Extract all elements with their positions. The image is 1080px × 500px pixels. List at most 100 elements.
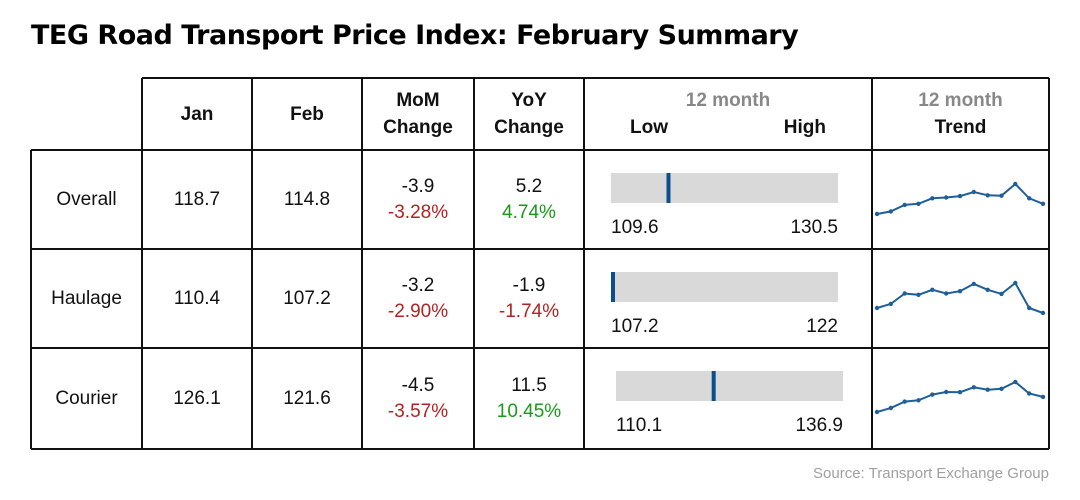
trend-point <box>1027 305 1032 311</box>
yoy-change: -1.9 -1.74% <box>474 249 584 348</box>
feb-value: 114.8 <box>252 150 362 249</box>
header-range-low-high: Low High <box>630 114 826 141</box>
header-jan-label: Jan <box>180 103 214 125</box>
trend-point <box>1040 394 1046 400</box>
trend-point <box>930 392 935 397</box>
row-label: Overall <box>56 188 117 210</box>
range-low-label: 109.6 <box>611 217 659 238</box>
trend-point <box>999 291 1004 297</box>
header-feb-label: Feb <box>290 103 324 125</box>
yoy-pct: 4.74% <box>502 201 556 223</box>
trend-point <box>902 291 907 296</box>
trend-point <box>985 287 990 292</box>
mom-pct: -3.28% <box>387 201 449 223</box>
feb-value: 107.2 <box>252 249 362 348</box>
header-mom-line2: Change <box>383 117 453 138</box>
mom-pct: -2.90% <box>387 300 449 322</box>
range-high-label: 136.9 <box>795 415 843 436</box>
yoy-abs: 11.5 <box>511 374 547 396</box>
trend-point <box>888 301 893 307</box>
trend-point <box>971 189 976 195</box>
header-mom-line1: MoM <box>396 90 440 111</box>
jan-value-text: 126.1 <box>173 387 221 409</box>
header-trend-bottom: Trend <box>934 117 987 138</box>
range-high-label: 130.5 <box>790 217 838 238</box>
row-label: Haulage <box>51 287 122 309</box>
trend-point <box>888 405 893 411</box>
feb-value: 121.6 <box>252 348 362 449</box>
trend-point <box>999 386 1004 391</box>
trend-point <box>971 281 976 287</box>
yoy-abs: 5.2 <box>515 175 543 197</box>
yoy-change: 11.5 10.45% <box>474 348 584 449</box>
jan-value-text: 118.7 <box>173 188 221 210</box>
mom-change: -3.2 -2.90% <box>362 249 474 348</box>
trend-line <box>876 182 1044 215</box>
trend-point <box>874 409 880 415</box>
trend-point <box>944 291 949 296</box>
current-marker <box>711 371 716 401</box>
trend-point <box>902 399 907 404</box>
trend-point <box>957 390 963 395</box>
jan-value: 110.4 <box>142 249 252 348</box>
trend-point <box>874 305 880 311</box>
header-range: 12 month Low High <box>584 78 872 150</box>
current-marker <box>611 272 615 302</box>
trend-point <box>985 193 990 198</box>
yoy-abs: -1.9 <box>512 274 546 296</box>
trend-line <box>876 380 1044 413</box>
source-note: Source: Transport Exchange Group <box>813 465 1049 482</box>
trend-point <box>971 385 976 390</box>
current-marker <box>666 173 671 203</box>
feb-value-text: 121.6 <box>283 387 331 409</box>
chart-title: TEG Road Transport Price Index: February… <box>31 20 799 51</box>
trend-point <box>1040 201 1046 206</box>
mom-abs: -4.5 <box>401 374 435 396</box>
trend-point <box>916 201 921 206</box>
feb-value-text: 114.8 <box>283 188 331 210</box>
mom-change: -3.9 -3.28% <box>362 150 474 249</box>
yoy-change: 5.2 4.74% <box>474 150 584 249</box>
trend-point <box>874 211 880 217</box>
range-low-label: 107.2 <box>611 316 659 337</box>
range-bar <box>611 272 838 302</box>
header-trend: 12 month Trend <box>872 78 1049 150</box>
mom-pct: -3.57% <box>387 400 449 422</box>
mom-change: -4.5 -3.57% <box>362 348 474 449</box>
jan-value: 126.1 <box>142 348 252 449</box>
range-high-label: 122 <box>806 316 838 337</box>
header-trend-top: 12 month <box>918 90 1003 111</box>
row-label: Courier <box>55 387 118 409</box>
mom-abs: -3.2 <box>401 274 435 296</box>
trend-point <box>1027 196 1032 201</box>
trend-point <box>999 193 1004 198</box>
trend-point <box>930 287 935 292</box>
header-yoy: YoY Change <box>474 78 584 150</box>
jan-value: 118.7 <box>142 150 252 249</box>
header-range-top: 12 month <box>685 90 771 111</box>
yoy-pct: 10.45% <box>496 400 562 422</box>
range-bar <box>616 371 843 401</box>
trend-point <box>957 289 963 294</box>
row-label-haulage: Haulage <box>31 249 142 348</box>
range-low-label: 110.1 <box>616 415 662 436</box>
header-mom: MoM Change <box>362 78 474 150</box>
row-label-overall: Overall <box>31 150 142 249</box>
trend-point <box>957 193 963 199</box>
header-feb: Feb <box>252 78 362 150</box>
trend-line <box>876 281 1044 314</box>
trend-point <box>902 202 907 208</box>
trend-point <box>1013 280 1018 286</box>
trend-point <box>1040 310 1046 316</box>
range-bar <box>611 173 838 203</box>
header-range-high: High <box>783 117 826 138</box>
feb-value-text: 107.2 <box>283 287 331 309</box>
header-yoy-line1: YoY <box>511 90 547 111</box>
trend-point <box>888 209 893 214</box>
trend-point <box>1013 181 1018 187</box>
trend-point <box>944 389 949 395</box>
trend-point <box>916 292 921 297</box>
row-label-courier: Courier <box>31 348 142 449</box>
mom-abs: -3.9 <box>401 175 435 197</box>
